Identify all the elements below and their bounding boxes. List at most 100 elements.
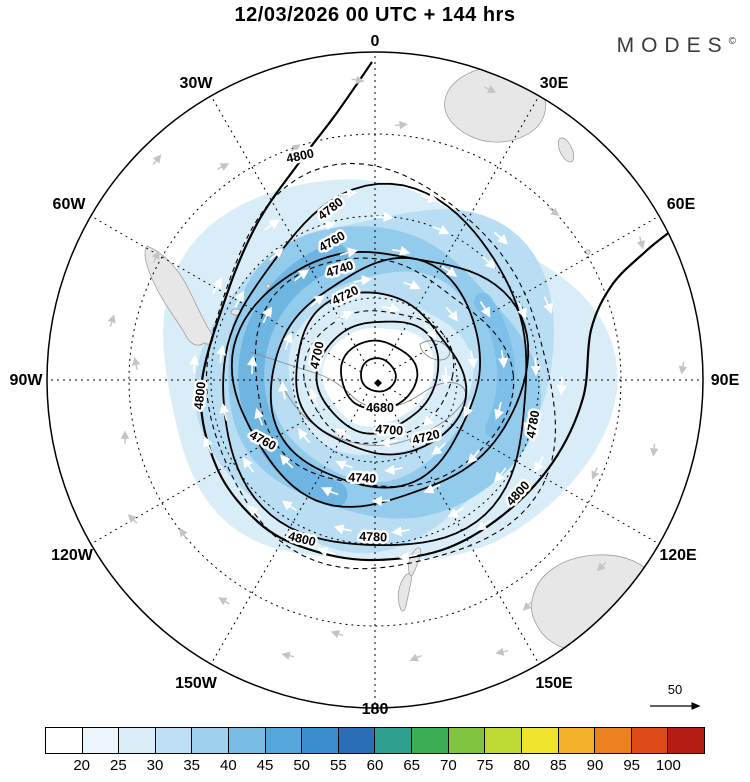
wind-vector-icon bbox=[543, 296, 553, 314]
wind-vector-icon bbox=[280, 454, 294, 469]
wind-vector-icon bbox=[431, 442, 447, 455]
height-contour bbox=[340, 339, 419, 410]
weak-wind-vector-icon bbox=[151, 250, 160, 263]
wind-vector-icon bbox=[242, 457, 255, 473]
longitude-labels: 0 30E 60E 90E 120E 150E 180 150W 120W 90… bbox=[10, 33, 740, 718]
longitude-label-180: 180 bbox=[362, 701, 389, 718]
wind-vector-icon bbox=[493, 231, 508, 245]
colorbar-tick-label: 90 bbox=[586, 757, 604, 774]
meridian-line bbox=[210, 393, 368, 665]
weak-wind-vector-icon bbox=[394, 120, 408, 130]
colorbar-segment bbox=[558, 728, 596, 753]
weak-wind-vector-icon bbox=[179, 527, 188, 540]
wind-vector-icon bbox=[423, 483, 441, 494]
wind-vector-icon bbox=[353, 275, 372, 286]
latitude-circle bbox=[210, 215, 540, 545]
contour-label: 4700 bbox=[375, 422, 404, 438]
wind-vector-icon bbox=[530, 357, 542, 377]
wind-vector-icon bbox=[381, 302, 401, 313]
colorbar-segment bbox=[448, 728, 486, 753]
wind-vector-icon bbox=[269, 248, 284, 261]
colorbar-segment bbox=[595, 728, 632, 753]
wind-vector-icon bbox=[318, 220, 336, 231]
wind-vector-icon bbox=[309, 295, 325, 308]
colorbar-segment bbox=[155, 728, 193, 753]
longitude-label-120w: 120W bbox=[51, 547, 94, 564]
longitude-label-60e: 60E bbox=[667, 196, 696, 213]
colorbar-tick-label: 55 bbox=[329, 757, 347, 774]
antarctic-coast-segment bbox=[419, 340, 451, 361]
south-georgia-island bbox=[265, 283, 271, 289]
height-contour-dashed bbox=[205, 162, 556, 570]
madagascar bbox=[557, 137, 575, 163]
weak-wind-vector-icon bbox=[218, 597, 230, 606]
wind-vector-icon bbox=[523, 415, 534, 434]
longitude-label-0: 0 bbox=[371, 33, 380, 50]
colorbar-segment bbox=[46, 728, 83, 753]
wind-vector-icon bbox=[308, 388, 319, 406]
wind-vector-icon bbox=[293, 269, 310, 282]
weak-wind-vector-icon bbox=[132, 356, 141, 370]
longitude-label-150e: 150E bbox=[535, 675, 573, 692]
height-contour bbox=[222, 182, 528, 546]
meridian-line bbox=[210, 95, 368, 367]
wind-vector-icon bbox=[189, 354, 200, 374]
weak-wind-vector-icon bbox=[127, 514, 138, 524]
colorbar-tick-label: 65 bbox=[403, 757, 420, 774]
wind-vector-icon bbox=[321, 487, 339, 497]
weak-wind-vector-icon bbox=[636, 236, 646, 250]
wind-vector-icon bbox=[533, 456, 544, 473]
longitude-label-30w: 30W bbox=[180, 75, 214, 92]
wind-vector-icon bbox=[445, 306, 458, 322]
colorbar-tick-label: 45 bbox=[256, 757, 274, 774]
wind-vector-icon bbox=[203, 436, 213, 454]
colorbar bbox=[45, 727, 705, 754]
colorbar-segment bbox=[265, 728, 303, 753]
weak-wind-vector-icon bbox=[548, 207, 560, 216]
wind-vector-icon bbox=[335, 427, 352, 439]
colorbar-segment bbox=[82, 728, 120, 753]
weak-wind-vector-icon bbox=[484, 85, 497, 93]
wind-vector-icon bbox=[391, 526, 410, 537]
weak-wind-vector-icon bbox=[330, 630, 344, 639]
wind-vector-icon bbox=[422, 411, 436, 427]
kerguelen-island bbox=[585, 249, 591, 255]
colorbar-tick-label: 40 bbox=[219, 757, 237, 774]
wind-vector-icon bbox=[278, 381, 289, 400]
meridian-line bbox=[388, 215, 660, 373]
colorbar-segment bbox=[302, 728, 339, 753]
wind-vector-icon bbox=[219, 402, 230, 422]
colorbar-segment bbox=[229, 728, 266, 753]
wind-vector-icon bbox=[392, 245, 411, 256]
strong-wind-vectors bbox=[189, 188, 567, 562]
colorbar-segment bbox=[192, 728, 230, 753]
modes-logo: MODES© bbox=[617, 34, 736, 58]
colorbar-tick-label: 70 bbox=[439, 757, 457, 774]
wind-vector-icon bbox=[476, 519, 492, 531]
wind-vector-icon bbox=[335, 460, 353, 470]
colorbar-tick-label: 85 bbox=[549, 757, 567, 774]
weak-wind-vector-icon bbox=[495, 647, 509, 656]
longitude-label-90w: 90W bbox=[10, 372, 44, 389]
weak-wind-vector-icon bbox=[217, 163, 230, 171]
colorbar-tick-label: 95 bbox=[623, 757, 640, 774]
colorbar-segment bbox=[338, 728, 376, 753]
wind-vector-icon bbox=[339, 247, 359, 258]
meridian-line bbox=[90, 387, 362, 545]
copyright-mark: © bbox=[728, 36, 736, 47]
land-masses bbox=[144, 66, 664, 675]
wind-vector-icon bbox=[216, 344, 227, 364]
wind-vector-icon bbox=[481, 255, 496, 270]
height-contour bbox=[295, 291, 468, 456]
wind-vector-icon bbox=[371, 496, 391, 507]
longitude-label-150w: 150W bbox=[175, 675, 218, 692]
modes-logo-text: MODES bbox=[616, 34, 729, 57]
map-boundary-circle bbox=[46, 51, 704, 709]
wind-vector-icon bbox=[379, 437, 398, 448]
colorbar-tick-label: 30 bbox=[146, 757, 164, 774]
height-contour bbox=[230, 250, 530, 508]
australia bbox=[531, 554, 664, 655]
colorbar-segment bbox=[485, 728, 522, 753]
longitude-label-60w: 60W bbox=[53, 196, 87, 213]
